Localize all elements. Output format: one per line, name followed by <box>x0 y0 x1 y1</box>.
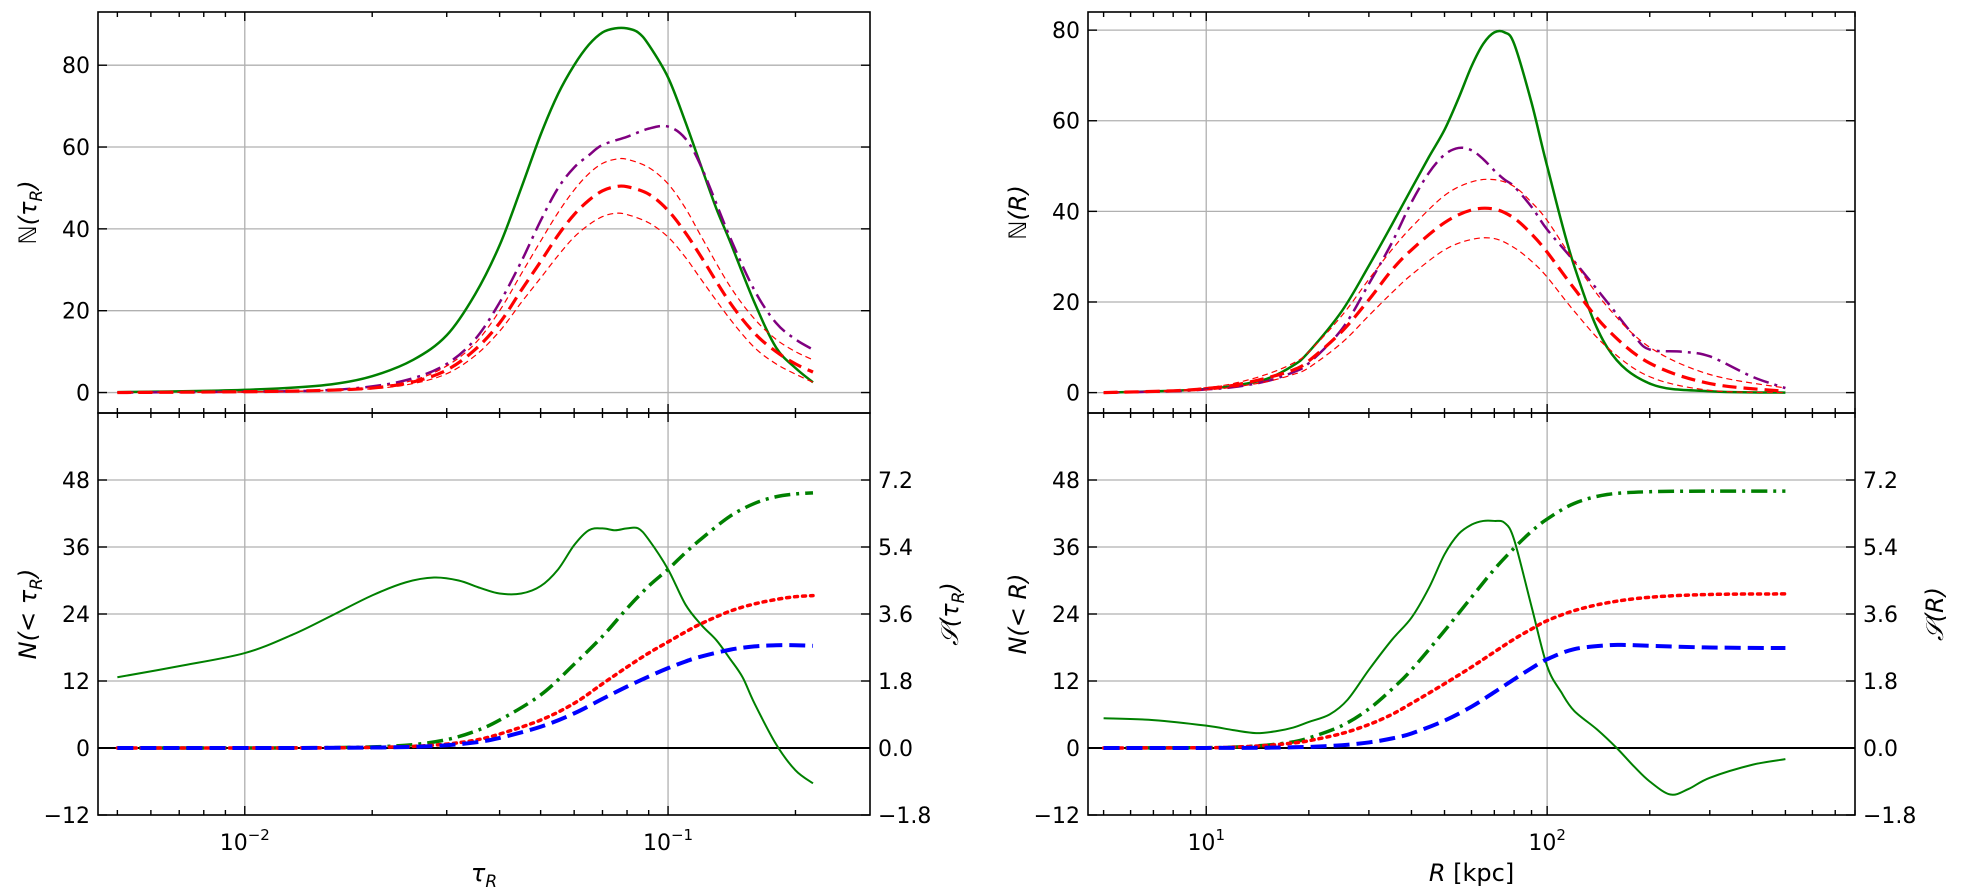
y-axis-label: N(< τR) <box>14 569 47 660</box>
y2-tick-label: −1.8 <box>878 804 931 829</box>
x-axis-label-main: R <box>1429 859 1446 887</box>
y2-tick-label: 1.8 <box>1863 670 1898 695</box>
y-tick-label: 48 <box>62 469 90 494</box>
y2-axis-label-sub: R <box>949 592 969 604</box>
x-tick-label: 102 <box>1528 826 1566 856</box>
series-line-red-lower <box>1103 237 1786 394</box>
series-line-green-solid <box>117 26 814 394</box>
x-axis-label-main: τ <box>471 859 486 887</box>
y-tick-label: 0 <box>76 737 90 762</box>
y2-tick-label: 5.4 <box>1863 536 1898 561</box>
y-axis-label-main: N(< τ <box>14 589 42 659</box>
y2-tick-label: 0.0 <box>878 737 913 762</box>
y2-tick-label: 5.4 <box>878 536 913 561</box>
y-tick-label: 24 <box>62 603 90 628</box>
y-tick-label: 36 <box>1052 536 1080 561</box>
x-tick-label-base: 10 <box>643 831 671 856</box>
series-line-green-solid <box>1103 29 1786 394</box>
y-tick-label: 48 <box>1052 469 1080 494</box>
x-tick-label-base: 10 <box>1528 831 1556 856</box>
y-tick-label: 60 <box>1052 110 1080 135</box>
y-tick-label: 12 <box>62 670 90 695</box>
x-axis-label: R [kpc] <box>1429 859 1514 887</box>
series-line-red-upper <box>1103 178 1786 394</box>
y2-axis-label-main: 𝒮(τ <box>936 603 964 646</box>
y2-axis-label: 𝒮(τR) <box>936 582 969 646</box>
panel-left-top: 0 20 40 60 80 ℕ(τR) <box>14 11 871 414</box>
y-tick-label: 24 <box>1052 603 1080 628</box>
y-axis-label-tail: ) <box>14 569 42 580</box>
y2-tick-label: 3.6 <box>878 603 913 628</box>
series-line-green-solid <box>1103 519 1786 796</box>
y2-axis-label-tail: ) <box>936 582 964 593</box>
x-tick-label-base: 10 <box>220 831 248 856</box>
x-tick-label-exp: −2 <box>248 826 270 844</box>
y2-tick-label: 1.8 <box>878 670 913 695</box>
y-tick-label: 40 <box>1052 200 1080 225</box>
y-tick-label: 40 <box>62 218 90 243</box>
series-line-red-dotted <box>1101 592 1788 750</box>
series-group <box>115 491 815 785</box>
x-tick-label: 10−1 <box>643 826 693 856</box>
x-axis-label-unit: [kpc] <box>1446 859 1515 887</box>
y-axis-label: ℕ(τR) <box>14 180 47 244</box>
y-tick-label: 0 <box>1066 737 1080 762</box>
x-tick-label-exp: 2 <box>1556 826 1566 844</box>
y-tick-label: 80 <box>62 54 90 79</box>
series-line-red-mid <box>117 184 814 395</box>
series-group <box>1101 489 1788 796</box>
y-tick-label: 60 <box>62 136 90 161</box>
x-axis-label: τR <box>471 859 497 892</box>
y-axis-label-sub: R <box>27 190 47 202</box>
x-axis-label-sub: R <box>485 872 497 892</box>
y-axis-label: N(< R) <box>1004 573 1032 654</box>
x-tick-label-exp: 1 <box>1215 826 1225 844</box>
y-axis-label-tail: ) <box>14 180 42 191</box>
series-line-red-upper <box>117 157 814 394</box>
x-tick-label-exp: −1 <box>671 826 693 844</box>
x-tick-label: 101 <box>1187 826 1225 856</box>
y-tick-label: 0 <box>1066 382 1080 407</box>
y-tick-label: 36 <box>62 536 90 561</box>
y-axis-label-main: ℕ(τ <box>14 201 42 245</box>
y-tick-label: 80 <box>1052 19 1080 44</box>
y-tick-label: −12 <box>44 804 90 829</box>
x-tick-label: 10−2 <box>220 826 270 856</box>
axes-frame <box>1087 11 1856 414</box>
y-tick-label: 12 <box>1052 670 1080 695</box>
axes-frame <box>97 11 871 414</box>
series-line-blue-dashed <box>117 643 814 751</box>
series-line-red-lower <box>117 212 814 394</box>
series-group <box>1103 29 1786 395</box>
series-group <box>117 26 814 395</box>
y-tick-label: 20 <box>62 300 90 325</box>
y2-axis-label: 𝒮(R) <box>1921 587 1949 641</box>
series-line-red-dotted <box>115 593 815 750</box>
series-line-purple-dashdot <box>1103 146 1786 394</box>
y-axis-label: ℕ(R) <box>1004 185 1032 240</box>
y-tick-label: 0 <box>76 382 90 407</box>
series-line-green-solid <box>117 526 814 785</box>
x-tick-label-base: 10 <box>1187 831 1215 856</box>
series-line-red-mid <box>1103 206 1786 395</box>
y-tick-label: −12 <box>1034 804 1080 829</box>
y-tick-label: 20 <box>1052 291 1080 316</box>
y2-tick-label: 0.0 <box>1863 737 1898 762</box>
y2-tick-label: 7.2 <box>878 469 913 494</box>
y2-tick-label: −1.8 <box>1863 804 1916 829</box>
series-line-purple-dashdot <box>117 124 814 394</box>
series-line-blue-dashed <box>1103 642 1786 750</box>
panel-right-top: 0 20 40 60 80 ℕ(R) <box>1004 11 1856 414</box>
y-axis-label-sub: R <box>27 578 47 590</box>
y2-tick-label: 7.2 <box>1863 469 1898 494</box>
y2-tick-label: 3.6 <box>1863 603 1898 628</box>
